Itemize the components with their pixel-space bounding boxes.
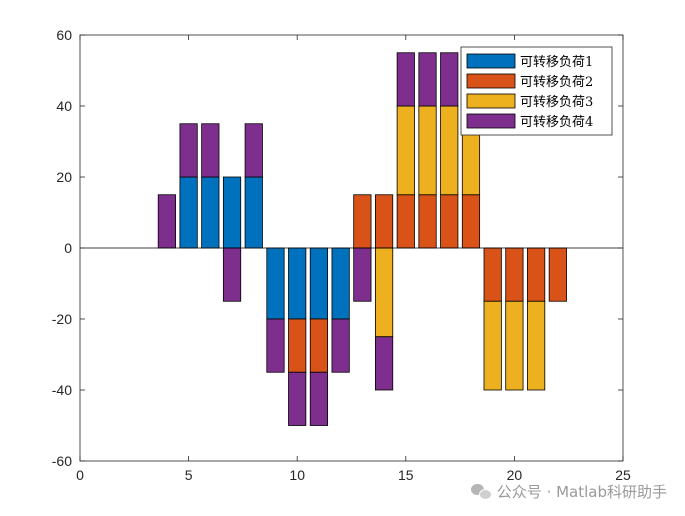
bar-2-x10	[288, 318, 307, 373]
x-tick-label-20: 20	[507, 467, 523, 483]
y-tick-label-40: 40	[56, 98, 72, 114]
bar-3-x17	[440, 105, 459, 196]
y-tick-label-0: 0	[64, 240, 72, 256]
bar-4-x4	[157, 194, 176, 249]
bar-4-x10	[288, 371, 307, 426]
bar-2-x11	[309, 318, 329, 373]
bar-4-x15	[396, 52, 415, 107]
bar-1-x12	[331, 247, 350, 320]
bar-2-x19	[483, 247, 502, 302]
bar-4-x16	[418, 52, 437, 107]
bar-2-x20	[505, 247, 524, 302]
legend-label-1: 可转移负荷1	[520, 55, 593, 70]
bar-1-x9	[266, 247, 285, 320]
bar-2-x18	[461, 194, 481, 249]
bar-2-x16	[418, 194, 437, 249]
bar-1-x11	[309, 247, 329, 320]
bar-2-x21	[527, 247, 546, 302]
x-tick-label-15: 15	[398, 467, 414, 483]
bar-2-x17	[440, 194, 459, 249]
bar-2-x13	[353, 194, 372, 249]
bar-1-x8	[244, 176, 263, 249]
bar-4-x11	[309, 371, 329, 426]
bar-2-x22	[548, 247, 567, 302]
bar-3-x16	[418, 105, 437, 196]
bar-3-x21	[527, 300, 546, 391]
y-tick-label--20: -20	[52, 311, 72, 327]
bar-2-x14	[374, 194, 394, 249]
legend-swatch-4	[466, 113, 516, 129]
bar-4-x17	[440, 52, 459, 107]
y-tick-label-60: 60	[56, 27, 72, 43]
bar-1-x5	[179, 176, 198, 249]
bar-2-x15	[396, 194, 415, 249]
bar-1-x7	[222, 176, 242, 249]
legend-label-2: 可转移负荷2	[520, 75, 593, 90]
bar-4-x13	[353, 247, 372, 302]
legend-label-3: 可转移负荷3	[520, 95, 593, 110]
bar-1-x6	[201, 176, 220, 249]
legend-swatch-2	[466, 73, 516, 89]
bar-4-x14	[374, 336, 394, 391]
bar-3-x15	[396, 105, 415, 196]
legend-swatch-3	[466, 93, 516, 109]
x-tick-label-5: 5	[185, 467, 193, 483]
bar-4-x5	[179, 123, 198, 178]
bar-3-x19	[483, 300, 502, 391]
wechat-icon	[470, 483, 492, 500]
bar-4-x8	[244, 123, 263, 178]
bar-4-x6	[201, 123, 220, 178]
bar-3-x20	[505, 300, 524, 391]
watermark-text: 公众号 · Matlab科研助手	[496, 483, 667, 501]
y-tick-label--60: -60	[52, 453, 72, 469]
watermark: 公众号 · Matlab科研助手	[470, 481, 667, 502]
x-tick-label-25: 25	[615, 467, 631, 483]
legend-swatch-1	[466, 53, 516, 69]
y-tick-label-20: 20	[56, 169, 72, 185]
bar-4-x9	[266, 318, 285, 373]
bar-4-x7	[222, 247, 242, 302]
bar-1-x10	[288, 247, 307, 320]
y-tick-label--40: -40	[52, 382, 72, 398]
legend-label-4: 可转移负荷4	[520, 115, 593, 130]
x-tick-label-10: 10	[289, 467, 305, 483]
bar-3-x14	[374, 247, 394, 338]
bar-4-x12	[331, 318, 350, 373]
x-tick-label-0: 0	[76, 467, 84, 483]
